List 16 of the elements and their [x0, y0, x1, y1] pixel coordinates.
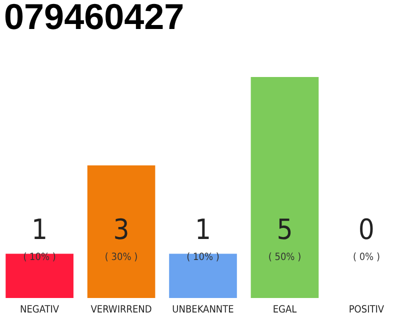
data-label: 1: [194, 213, 212, 246]
x-tick-label: VERWIRREND: [90, 304, 152, 316]
data-label: 3: [113, 213, 130, 246]
x-tick-label: UNBEKANNTE: [172, 304, 234, 316]
data-label: 0: [358, 213, 374, 246]
annotation: ( 50% ): [268, 252, 302, 263]
annotation: ( 30% ): [104, 252, 138, 263]
annotation: ( 10% ): [186, 252, 220, 263]
x-tick-label: POSITIV: [348, 304, 385, 316]
x-tick-label: EGAL: [272, 304, 297, 316]
data-label: 1: [32, 213, 48, 246]
chart-title: 079460427: [4, 0, 184, 37]
annotation: ( 0% ): [352, 252, 380, 263]
annotation: ( 10% ): [23, 252, 56, 263]
data-label: 5: [276, 213, 293, 246]
x-tick-label: NEGATIV: [20, 304, 60, 316]
